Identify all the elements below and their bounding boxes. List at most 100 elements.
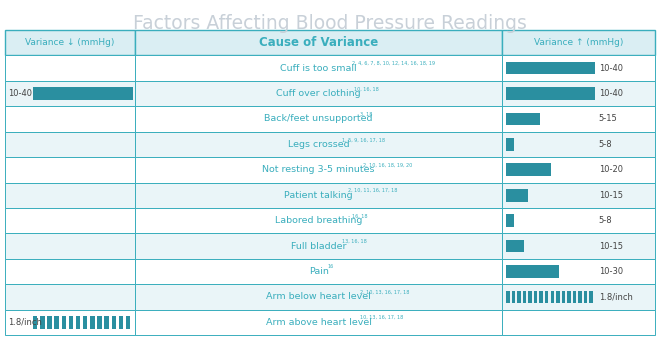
Bar xyxy=(135,55,502,81)
Bar xyxy=(5,157,135,183)
Text: Cuff is too small: Cuff is too small xyxy=(280,64,357,73)
Text: 2, 4, 6, 7, 8, 10, 12, 14, 16, 18, 19: 2, 4, 6, 7, 8, 10, 12, 14, 16, 18, 19 xyxy=(352,61,435,66)
Bar xyxy=(545,290,548,303)
Bar xyxy=(502,208,655,233)
Bar xyxy=(135,183,502,208)
Bar xyxy=(5,55,135,81)
Text: 5-15: 5-15 xyxy=(599,115,618,123)
Bar xyxy=(135,81,502,106)
Bar xyxy=(523,290,526,303)
Text: 10-40: 10-40 xyxy=(599,64,623,73)
Bar xyxy=(584,290,587,303)
Bar xyxy=(502,183,655,208)
Bar xyxy=(502,81,655,106)
Bar xyxy=(135,259,502,284)
Bar xyxy=(502,310,655,335)
Bar xyxy=(135,208,502,233)
Bar xyxy=(502,55,655,81)
Bar xyxy=(502,233,655,259)
Bar xyxy=(135,284,502,310)
Text: 13, 16, 18: 13, 16, 18 xyxy=(343,239,367,244)
Bar xyxy=(33,316,38,329)
Bar xyxy=(5,233,135,259)
Bar xyxy=(48,316,51,329)
Text: Arm below heart level: Arm below heart level xyxy=(266,292,371,301)
Bar xyxy=(550,290,554,303)
Text: 10, 13, 16, 17, 18: 10, 13, 16, 17, 18 xyxy=(360,315,403,320)
Bar xyxy=(40,316,45,329)
Text: 3, 18: 3, 18 xyxy=(360,112,372,117)
Bar xyxy=(556,290,560,303)
Text: Cause of Variance: Cause of Variance xyxy=(259,36,378,49)
Bar xyxy=(502,30,655,55)
Bar xyxy=(5,183,135,208)
Text: 16: 16 xyxy=(327,265,333,269)
Bar xyxy=(506,113,540,125)
Text: 10-15: 10-15 xyxy=(599,191,623,200)
Bar xyxy=(539,290,543,303)
Text: 1.8/inch: 1.8/inch xyxy=(8,318,42,327)
Bar xyxy=(506,164,550,176)
Bar xyxy=(506,265,560,278)
Bar xyxy=(119,316,123,329)
Bar xyxy=(83,316,88,329)
Bar xyxy=(5,106,135,132)
Bar xyxy=(54,316,59,329)
Text: Arm above heart level: Arm above heart level xyxy=(266,318,372,327)
Bar xyxy=(5,132,135,157)
Text: 1, 5, 9, 16, 17, 18: 1, 5, 9, 16, 17, 18 xyxy=(343,137,385,142)
Bar xyxy=(135,233,502,259)
Text: Back/feet unsupported: Back/feet unsupported xyxy=(265,115,373,123)
Bar xyxy=(502,132,655,157)
Text: Cuff over clothing: Cuff over clothing xyxy=(277,89,361,98)
Text: 2, 10, 16, 18, 19, 20: 2, 10, 16, 18, 19, 20 xyxy=(363,163,412,168)
Bar xyxy=(76,316,81,329)
Text: 10-20: 10-20 xyxy=(599,165,623,174)
Bar xyxy=(135,310,502,335)
Bar xyxy=(135,157,502,183)
Text: Legs crossed: Legs crossed xyxy=(288,140,349,149)
Bar xyxy=(90,316,94,329)
Text: 1.8/inch: 1.8/inch xyxy=(599,292,633,301)
Bar xyxy=(5,208,135,233)
Bar xyxy=(5,30,135,55)
Text: Not resting 3-5 minutes: Not resting 3-5 minutes xyxy=(263,165,375,174)
Bar xyxy=(5,259,135,284)
Bar xyxy=(529,290,532,303)
Text: Patient talking: Patient talking xyxy=(284,191,353,200)
Bar xyxy=(517,290,521,303)
Bar xyxy=(5,81,135,106)
Bar xyxy=(578,290,581,303)
Bar xyxy=(61,316,66,329)
Bar xyxy=(506,62,595,74)
Bar xyxy=(502,259,655,284)
Text: 10-30: 10-30 xyxy=(599,267,623,276)
Bar xyxy=(562,290,565,303)
Text: 5-8: 5-8 xyxy=(599,216,612,225)
Bar xyxy=(135,30,502,55)
Bar xyxy=(5,310,135,335)
Text: Variance ↑ (mmHg): Variance ↑ (mmHg) xyxy=(534,38,623,47)
Bar xyxy=(506,290,510,303)
Text: 16, 18: 16, 18 xyxy=(352,214,368,219)
Bar xyxy=(502,157,655,183)
Bar xyxy=(126,316,130,329)
Bar xyxy=(104,316,109,329)
Bar xyxy=(534,290,537,303)
Text: 10, 16, 18: 10, 16, 18 xyxy=(354,86,379,91)
Bar xyxy=(589,290,593,303)
Bar xyxy=(135,106,502,132)
Bar xyxy=(69,316,73,329)
Bar xyxy=(573,290,576,303)
Bar xyxy=(506,189,529,202)
Bar xyxy=(506,138,514,151)
Text: Labored breathing: Labored breathing xyxy=(275,216,362,225)
Bar xyxy=(33,87,133,100)
Bar xyxy=(506,240,524,252)
Bar xyxy=(506,214,514,227)
Bar xyxy=(112,316,116,329)
Text: Factors Affecting Blood Pressure Readings: Factors Affecting Blood Pressure Reading… xyxy=(133,14,527,33)
Text: Variance ↓ (mmHg): Variance ↓ (mmHg) xyxy=(25,38,115,47)
Bar xyxy=(502,284,655,310)
Text: 2, 10, 13, 16, 17, 18: 2, 10, 13, 16, 17, 18 xyxy=(360,290,409,295)
